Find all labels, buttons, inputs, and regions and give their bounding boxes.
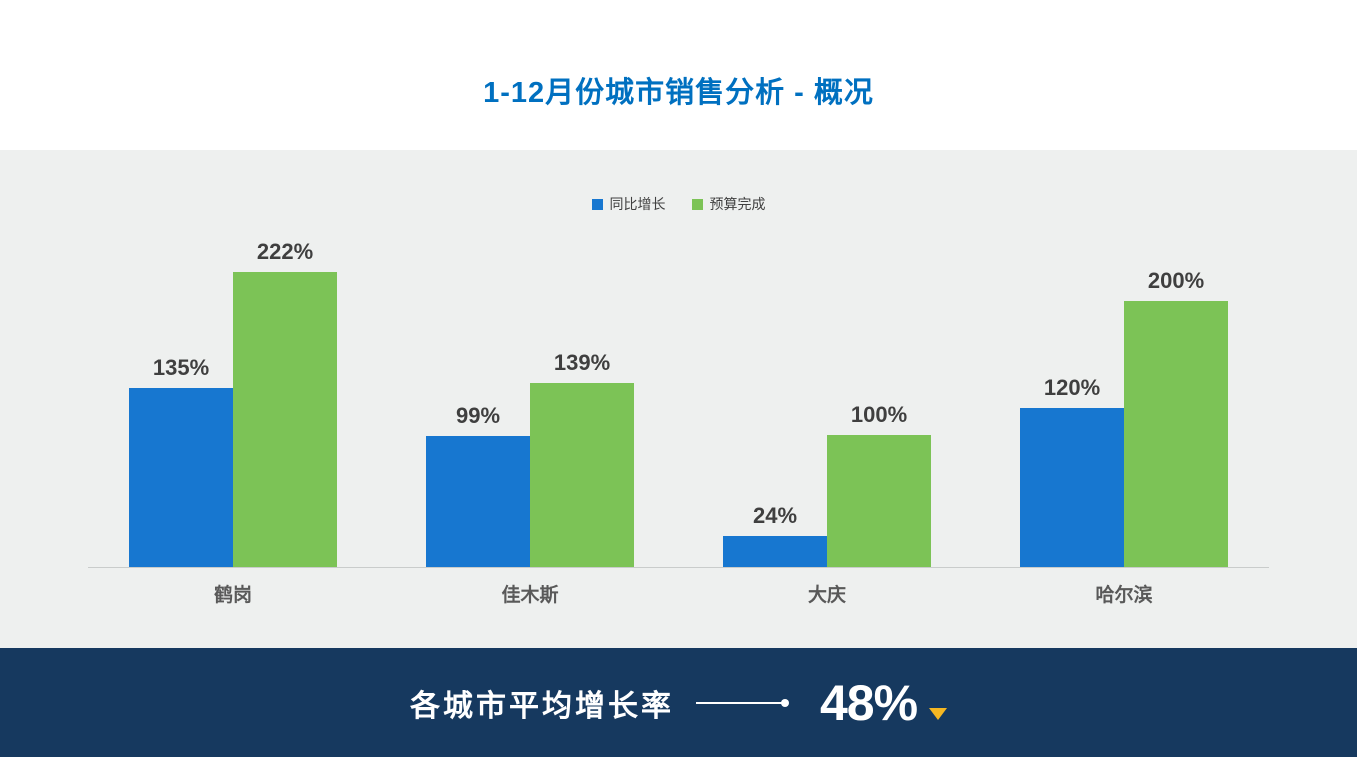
bar-yoy-growth — [1020, 408, 1124, 568]
bar-budget-complete — [827, 435, 931, 568]
legend-item: 预算完成 — [691, 194, 766, 214]
bar-group: 99% 139% 佳木斯 — [426, 350, 634, 606]
bar-group: 135% 222% 鹤岗 — [129, 239, 337, 606]
plot-area: 135% 222% 鹤岗 99% 139% 佳木斯 24% 100% 大庆 120% 200% 哈尔滨 — [88, 214, 1269, 606]
bar-column: 99% — [426, 403, 530, 568]
bar-value-label: 24% — [752, 503, 798, 528]
bar-value-label: 135% — [152, 355, 210, 380]
category-label: 哈尔滨 — [1095, 585, 1153, 606]
bar-group: 120% 200% 哈尔滨 — [1020, 268, 1228, 606]
bar-budget-complete — [1124, 301, 1228, 568]
bar-column: 200% — [1124, 268, 1228, 568]
chart-legend: 同比增长 预算完成 — [0, 150, 1357, 214]
bar-column: 222% — [233, 239, 337, 568]
title-band: 1-12月份城市销售分析 - 概况 — [0, 0, 1357, 150]
bar-yoy-growth — [723, 536, 827, 568]
bar-column: 120% — [1020, 375, 1124, 568]
legend-label: 同比增长 — [609, 196, 666, 212]
bar-yoy-growth — [426, 436, 530, 568]
page-title: 1-12月份城市销售分析 - 概况 — [483, 77, 874, 109]
bar-column: 135% — [129, 355, 233, 568]
bar-column: 139% — [530, 350, 634, 568]
footer-value: 48% — [819, 674, 918, 731]
legend-swatch — [691, 198, 703, 210]
bar-pair: 120% 200% — [1020, 268, 1228, 568]
category-label: 佳木斯 — [501, 585, 559, 606]
bar-groups: 135% 222% 鹤岗 99% 139% 佳木斯 24% 100% 大庆 120% 200% 哈尔滨 — [88, 214, 1269, 606]
bar-value-label: 200% — [1147, 268, 1205, 293]
bar-budget-complete — [530, 383, 634, 568]
footer-band: 各城市平均增长率 48% — [0, 648, 1357, 757]
legend-swatch — [591, 198, 603, 210]
triangle-down-icon — [929, 707, 948, 720]
legend-label: 预算完成 — [709, 196, 766, 212]
bar-budget-complete — [233, 272, 337, 568]
footer-row: 各城市平均增长率 48% — [409, 674, 948, 732]
chart-area: 同比增长 预算完成 135% 222% 鹤岗 99% 139% 佳木斯 24% 100% 大庆 12… — [0, 150, 1357, 648]
bar-column: 24% — [723, 503, 827, 568]
legend-item: 同比增长 — [591, 194, 666, 214]
bar-value-label: 139% — [553, 350, 611, 375]
bar-value-label: 222% — [256, 239, 314, 264]
bar-yoy-growth — [129, 388, 233, 568]
connector-line — [695, 698, 789, 707]
bar-value-label: 100% — [850, 402, 908, 427]
bar-value-label: 99% — [455, 403, 501, 428]
category-label: 大庆 — [807, 585, 846, 606]
x-axis-line — [88, 567, 1269, 568]
bar-column: 100% — [827, 402, 931, 568]
category-label: 鹤岗 — [213, 585, 252, 606]
bar-pair: 135% 222% — [129, 239, 337, 568]
footer-label: 各城市平均增长率 — [409, 689, 674, 723]
bar-group: 24% 100% 大庆 — [723, 402, 931, 606]
bottom-strip — [0, 757, 1357, 761]
bar-pair: 99% 139% — [426, 350, 634, 568]
bar-pair: 24% 100% — [723, 402, 931, 568]
bar-value-label: 120% — [1043, 375, 1101, 400]
